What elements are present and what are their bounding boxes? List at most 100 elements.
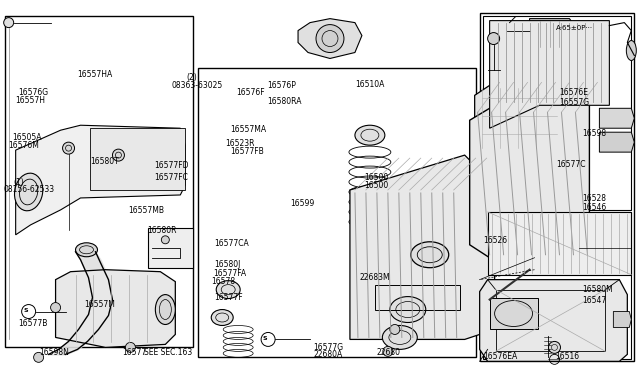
Ellipse shape (15, 173, 43, 211)
Circle shape (4, 17, 13, 28)
Polygon shape (298, 19, 362, 58)
Circle shape (51, 302, 61, 312)
Text: 16578: 16578 (211, 277, 236, 286)
Text: 16510A: 16510A (355, 80, 385, 89)
Text: 16580T: 16580T (90, 157, 119, 166)
Text: 16577C: 16577C (556, 160, 586, 169)
Text: 16557MB: 16557MB (129, 206, 164, 215)
Polygon shape (490, 20, 609, 128)
Text: 16546: 16546 (582, 203, 606, 212)
Circle shape (522, 135, 561, 175)
Text: 16577G: 16577G (314, 343, 344, 352)
Text: 16500: 16500 (365, 181, 389, 190)
Polygon shape (488, 212, 631, 275)
Bar (490, 298, 538, 330)
Text: 16577FC: 16577FC (154, 173, 188, 182)
Text: 16557G: 16557G (559, 98, 589, 107)
Text: 16580J: 16580J (214, 260, 241, 269)
Text: 16577FA: 16577FA (212, 269, 246, 278)
Ellipse shape (211, 310, 233, 326)
Text: 16577B: 16577B (19, 319, 48, 328)
Text: 16598: 16598 (582, 129, 606, 138)
Bar (375, 285, 460, 310)
Bar (148, 228, 193, 268)
Ellipse shape (156, 295, 175, 324)
Text: 16576E: 16576E (559, 88, 588, 97)
Bar (479, 13, 634, 361)
Text: 16598N: 16598N (39, 348, 69, 357)
Text: 08156-62533: 08156-62533 (4, 185, 55, 194)
Circle shape (493, 23, 507, 38)
Polygon shape (475, 82, 561, 150)
Text: 16576M: 16576M (8, 141, 39, 150)
Circle shape (34, 352, 44, 362)
Polygon shape (600, 108, 634, 128)
Polygon shape (15, 125, 186, 235)
Text: S: S (263, 336, 268, 341)
Text: 16577FD: 16577FD (154, 161, 188, 170)
Text: 16576EA: 16576EA (483, 352, 517, 361)
Text: 16576G: 16576G (19, 88, 49, 97)
Text: 22680: 22680 (376, 347, 400, 356)
Bar (495, 290, 605, 352)
Polygon shape (90, 128, 186, 190)
Circle shape (548, 341, 561, 353)
Text: (2): (2) (186, 73, 196, 82)
Text: 16577F: 16577F (214, 293, 243, 302)
Text: 16505A: 16505A (12, 132, 42, 142)
Polygon shape (350, 155, 495, 339)
Circle shape (378, 258, 398, 278)
Text: 16580RA: 16580RA (268, 97, 302, 106)
Polygon shape (529, 19, 575, 48)
Text: 16577CA: 16577CA (214, 239, 250, 248)
Ellipse shape (355, 125, 385, 145)
Circle shape (541, 323, 554, 336)
Text: 16557M: 16557M (84, 300, 115, 309)
Text: 22680A: 22680A (314, 350, 343, 359)
Text: 16557MA: 16557MA (230, 125, 267, 134)
Polygon shape (479, 280, 627, 361)
Text: 16557H: 16557H (15, 96, 45, 105)
Text: 16526: 16526 (483, 236, 507, 246)
Bar (198, 68, 476, 357)
Circle shape (161, 236, 170, 244)
Text: 22683M: 22683M (360, 273, 390, 282)
Ellipse shape (411, 242, 449, 268)
Text: (1): (1) (13, 178, 24, 187)
Text: 16523R: 16523R (225, 139, 255, 148)
Bar (483, 16, 631, 210)
Ellipse shape (76, 243, 97, 257)
Ellipse shape (216, 280, 240, 299)
Text: 16599: 16599 (290, 199, 314, 208)
Text: 16516: 16516 (555, 352, 579, 361)
Circle shape (383, 346, 393, 356)
Text: 16500: 16500 (365, 173, 389, 182)
Text: 16547: 16547 (582, 296, 606, 305)
Text: 16580M: 16580M (582, 285, 612, 294)
Ellipse shape (382, 326, 417, 349)
Text: SEE SEC.163: SEE SEC.163 (145, 348, 193, 357)
Text: A·65±0P···: A·65±0P··· (556, 26, 593, 32)
Text: 16557HA: 16557HA (77, 70, 113, 79)
Bar (483, 212, 631, 359)
Circle shape (488, 33, 500, 45)
Polygon shape (600, 132, 634, 152)
Circle shape (113, 149, 124, 161)
Text: 08363-63025: 08363-63025 (172, 81, 223, 90)
Circle shape (316, 25, 344, 52)
Circle shape (390, 324, 400, 334)
Text: 16577: 16577 (122, 348, 147, 357)
Text: 16577FB: 16577FB (230, 147, 264, 156)
Bar (4, 16, 193, 347)
Ellipse shape (354, 229, 386, 251)
Text: S: S (23, 308, 28, 313)
Text: 16576F: 16576F (236, 88, 264, 97)
Polygon shape (470, 78, 589, 258)
Text: 16580R: 16580R (148, 226, 177, 235)
Text: 16528: 16528 (582, 195, 606, 203)
Polygon shape (613, 311, 631, 327)
Ellipse shape (627, 41, 636, 61)
Polygon shape (56, 270, 175, 347)
Circle shape (63, 142, 74, 154)
Circle shape (125, 342, 136, 352)
